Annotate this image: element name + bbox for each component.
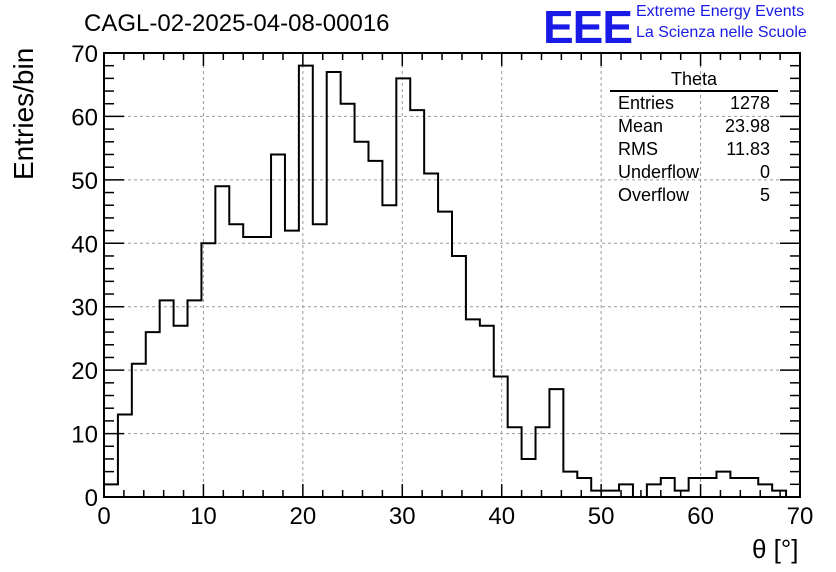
stats-row-entries: Entries 1278 [610, 92, 778, 115]
y-tick-label: 20 [71, 358, 98, 385]
histogram-bin [285, 231, 299, 497]
eee-logo: EEE [543, 1, 633, 53]
stats-label: Underflow [618, 162, 700, 182]
y-tick-label: 70 [71, 41, 98, 68]
histogram-bin [257, 237, 271, 497]
histogram-bin [118, 415, 132, 497]
x-tick-label: 0 [97, 503, 110, 530]
histogram-bin [716, 472, 730, 497]
x-axis-label: θ [°] [752, 534, 799, 564]
stats-box: Theta Entries 1278 Mean 23.98 RMS 11.83 … [610, 68, 778, 207]
stats-row-mean: Mean 23.98 [610, 115, 778, 138]
histogram-bin [104, 484, 118, 497]
histogram-bin [355, 142, 369, 497]
x-tick-label: 40 [488, 503, 515, 530]
histogram-bin [508, 427, 522, 497]
chart-title: CAGL-02-2025-04-08-00016 [84, 10, 390, 37]
histogram-bin [549, 389, 563, 497]
stats-value: 23.98 [724, 116, 770, 136]
histogram-bin [730, 478, 744, 497]
histogram-bin [368, 161, 382, 497]
x-tick-label: 60 [687, 503, 714, 530]
x-tick-label: 70 [787, 503, 814, 530]
histogram-bin [174, 326, 188, 497]
histogram-bin [243, 237, 257, 497]
histogram-bin [410, 110, 424, 497]
stats-value: 5 [759, 185, 770, 205]
histogram-bin [341, 104, 355, 497]
histogram-bin [299, 66, 313, 497]
histogram-bin [313, 224, 327, 497]
histogram-bin [466, 319, 480, 497]
stats-row-rms: RMS 11.83 [610, 138, 778, 161]
x-tick-label: 10 [190, 503, 217, 530]
histogram-bin [452, 256, 466, 497]
histogram-bin [160, 300, 174, 497]
histogram-bin [215, 186, 229, 497]
x-tick-label: 20 [290, 503, 317, 530]
stats-row-overflow: Overflow 5 [610, 184, 778, 207]
logo-subtitle-line1: Extreme Energy Events [636, 3, 805, 20]
histogram-bin [424, 174, 438, 497]
histogram-bin [577, 478, 591, 497]
histogram-bin [146, 332, 160, 497]
stats-title: Theta [610, 68, 778, 92]
histogram-bin [522, 459, 536, 497]
stats-value: 0 [759, 162, 770, 182]
histogram-bin [744, 478, 758, 497]
plot-frame [103, 52, 801, 498]
y-tick-label: 40 [71, 231, 98, 258]
histogram-bin [563, 472, 577, 497]
histogram-bin [201, 243, 215, 497]
stats-label: Overflow [618, 185, 690, 205]
histogram-bin [132, 364, 146, 497]
histogram-bin [494, 376, 508, 497]
histogram-bin [661, 478, 675, 497]
stats-value: 11.83 [726, 139, 770, 159]
histogram-bin [327, 72, 341, 497]
y-tick-label: 60 [71, 104, 98, 131]
histogram-bin [480, 326, 494, 497]
stats-label: Entries [618, 93, 675, 113]
y-tick-label: 30 [71, 295, 98, 322]
y-tick-label: 50 [71, 168, 98, 195]
x-tick-label: 30 [389, 503, 416, 530]
stats-label: Mean [618, 116, 664, 136]
histogram-bin [438, 212, 452, 497]
y-tick-label: 0 [85, 485, 98, 512]
stats-row-underflow: Underflow 0 [610, 161, 778, 184]
histogram-bin [536, 427, 550, 497]
x-tick-label: 50 [588, 503, 615, 530]
logo-subtitle-line2: La Scienza nelle Scuole [636, 24, 807, 41]
histogram-bin [382, 205, 396, 497]
histogram-series [103, 64, 800, 498]
histogram-bin [188, 300, 202, 497]
histogram-bin [647, 484, 661, 497]
histogram-bin [229, 224, 243, 497]
histogram-bin [703, 478, 717, 497]
y-tick-label: 10 [71, 422, 98, 449]
stats-label: RMS [618, 139, 658, 159]
histogram-bin [271, 154, 285, 497]
y-axis-label: Entries/bin [8, 47, 39, 180]
histogram-bin [396, 78, 410, 497]
stats-value: 1278 [729, 93, 770, 113]
